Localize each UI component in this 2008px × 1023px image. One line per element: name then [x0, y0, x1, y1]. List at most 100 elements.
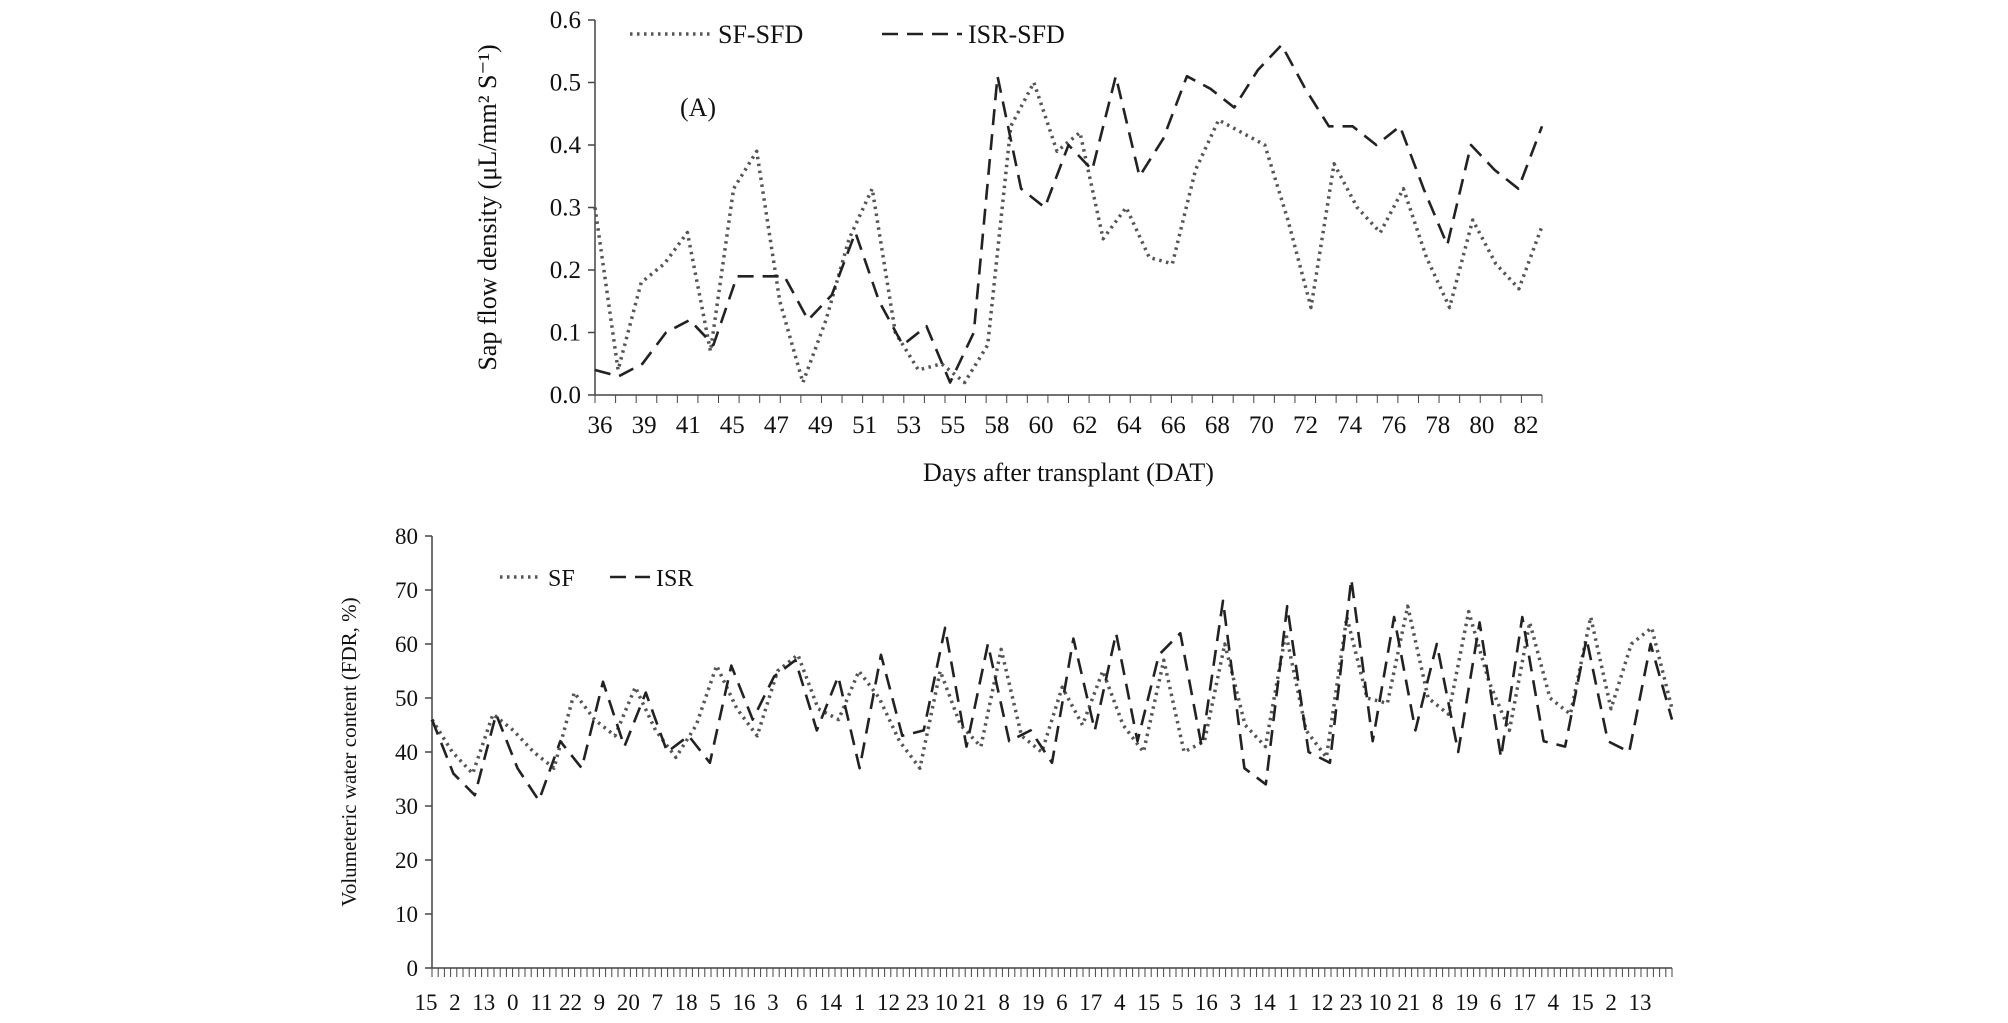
x-tick-label: 5 — [1172, 990, 1184, 1015]
chart-a-axes — [588, 19, 1543, 403]
chart-b-axes — [425, 535, 1673, 977]
x-tick-label: 78 — [1425, 412, 1450, 439]
x-tick-label: 74 — [1337, 412, 1363, 439]
x-tick-label: 21 — [964, 990, 987, 1015]
x-tick-label: 19 — [1455, 990, 1478, 1015]
x-axis-title: Days after transplant (DAT) — [923, 458, 1214, 487]
x-tick-label: 8 — [1432, 990, 1444, 1015]
x-tick-label: 23 — [1339, 990, 1362, 1015]
y-tick-label: 0.0 — [550, 382, 581, 409]
x-tick-label: 2 — [449, 990, 461, 1015]
x-tick-label: 10 — [935, 990, 958, 1015]
x-tick-label: 41 — [676, 412, 701, 439]
x-tick-label: 60 — [1028, 412, 1053, 439]
x-tick-label: 45 — [720, 412, 745, 439]
x-tick-label: 58 — [984, 412, 1009, 439]
x-tick-label: 76 — [1381, 412, 1406, 439]
y-tick-label: 0.3 — [550, 195, 581, 222]
y-tick-label: 70 — [395, 578, 418, 603]
x-tick-label: 49 — [808, 412, 833, 439]
chart-b-series-lines — [430, 575, 1674, 802]
chart-a-labels: 0.0 0.1 0.2 0.3 0.4 0.5 0.6 36 39 41 45 47 49 51 53 55 5… — [473, 7, 1539, 487]
x-tick-label: 7 — [651, 990, 663, 1015]
x-tick-label: 14 — [819, 990, 843, 1015]
x-tick-label: 3 — [767, 990, 779, 1015]
y-tick-label: 0.1 — [550, 320, 581, 347]
series-line-isr-sfd — [594, 43, 1544, 384]
x-tick-label: 66 — [1161, 412, 1186, 439]
x-tick-label: 12 — [1311, 990, 1334, 1015]
x-tick-label: 12 — [877, 990, 900, 1015]
x-tick-label: 1 — [854, 990, 866, 1015]
x-tick-label: 1 — [1287, 990, 1299, 1015]
x-tick-label: 13 — [1629, 990, 1652, 1015]
y-tick-label: 30 — [395, 794, 418, 819]
y-tick-label: 80 — [395, 524, 418, 549]
y-tick-label: 0.6 — [550, 7, 581, 34]
x-tick-label: 9 — [594, 990, 606, 1015]
x-tick-label: 23 — [906, 990, 929, 1015]
legend-label-isr-sfd: ISR-SFD — [968, 20, 1065, 49]
series-line-sf-sfd — [593, 80, 1544, 385]
y-tick-label: 10 — [395, 902, 418, 927]
x-tick-label: 68 — [1205, 412, 1230, 439]
x-tick-label: 70 — [1249, 412, 1274, 439]
chart-a-series-lines — [593, 32, 1544, 385]
x-tick-label: 6 — [1490, 990, 1502, 1015]
x-tick-label: 16 — [732, 990, 755, 1015]
x-tick-label: 14 — [1253, 990, 1277, 1015]
y-tick-label: 0.2 — [550, 257, 581, 284]
x-tick-label: 16 — [1195, 990, 1218, 1015]
x-tick-label: 62 — [1073, 412, 1098, 439]
y-tick-label: 0 — [407, 956, 419, 981]
legend-label-isr: ISR — [656, 566, 693, 592]
legend-label-sf: SF — [548, 566, 575, 592]
legend-label-sf-sfd: SF-SFD — [718, 20, 803, 49]
y-tick-label: 50 — [395, 686, 418, 711]
y-tick-label: 60 — [395, 632, 418, 657]
x-tick-label: 6 — [796, 990, 808, 1015]
x-tick-label: 0 — [507, 990, 519, 1015]
x-tick-label: 6 — [1056, 990, 1068, 1015]
x-tick-label: 64 — [1117, 412, 1143, 439]
x-tick-label: 11 — [531, 990, 553, 1015]
x-tick-label: 10 — [1368, 990, 1391, 1015]
x-tick-label: 82 — [1514, 412, 1539, 439]
x-tick-label: 15 — [1137, 990, 1160, 1015]
x-tick-label: 21 — [1397, 990, 1420, 1015]
x-tick-label: 53 — [896, 412, 921, 439]
x-tick-label: 4 — [1114, 990, 1126, 1015]
x-tick-label: 5 — [709, 990, 721, 1015]
x-tick-label: 17 — [1513, 990, 1536, 1015]
x-tick-label: 15 — [415, 990, 438, 1015]
sap-flow-density-chart: 0.0 0.1 0.2 0.3 0.4 0.5 0.6 36 39 41 45 47 49 51 53 55 5… — [473, 7, 1544, 487]
series-line-sf — [430, 604, 1674, 776]
x-tick-label: 15 — [1571, 990, 1594, 1015]
x-tick-label: 22 — [559, 990, 582, 1015]
x-tick-label: 51 — [852, 412, 877, 439]
y-tick-label: 20 — [395, 848, 418, 873]
x-tick-label: 39 — [632, 412, 657, 439]
x-tick-label: 8 — [998, 990, 1010, 1015]
y-tick-label: 0.5 — [550, 70, 581, 97]
panel-label: (A) — [680, 93, 716, 122]
series-line-isr — [430, 577, 1674, 802]
x-tick-label: 17 — [1079, 990, 1102, 1015]
y-tick-label: 40 — [395, 740, 418, 765]
x-tick-label: 2 — [1605, 990, 1617, 1015]
y-axis-title: Volumeteric water content (FDR, %) — [337, 597, 361, 906]
x-tick-label: 13 — [472, 990, 495, 1015]
x-tick-label: 20 — [617, 990, 640, 1015]
x-tick-label: 3 — [1230, 990, 1242, 1015]
x-tick-label: 36 — [588, 412, 613, 439]
x-tick-label: 4 — [1548, 990, 1560, 1015]
x-tick-label: 72 — [1293, 412, 1318, 439]
x-tick-label: 19 — [1022, 990, 1045, 1015]
x-tick-label: 47 — [764, 412, 789, 439]
x-tick-label: 55 — [940, 412, 965, 439]
y-tick-label: 0.4 — [550, 132, 582, 159]
x-tick-label: 80 — [1469, 412, 1494, 439]
y-axis-title: Sap flow density (μL/mm² S⁻¹) — [473, 44, 502, 370]
